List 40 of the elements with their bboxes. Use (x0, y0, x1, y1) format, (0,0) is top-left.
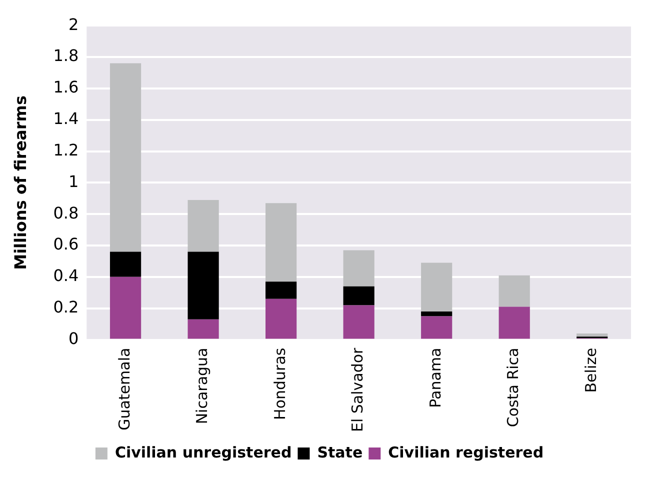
y-tick-label: 0.6 (53, 234, 79, 254)
bar (343, 250, 374, 286)
x-tick-label: Honduras (270, 348, 289, 420)
x-tick-label: Belize (582, 348, 600, 393)
x-tick-label: Nicaragua (193, 348, 212, 424)
x-tick-label: Costa Rica (504, 348, 522, 428)
y-tick-label: 1.2 (53, 140, 79, 160)
bar (498, 275, 530, 307)
bar (110, 276, 142, 339)
bar (110, 63, 142, 252)
bar (188, 319, 219, 339)
legend-label: Civilian registered (388, 443, 544, 462)
bar (110, 252, 142, 277)
bar (266, 282, 297, 299)
legend-label: State (317, 443, 363, 462)
y-tick-label: 1.8 (53, 46, 79, 66)
bar (576, 333, 608, 337)
y-tick-label: 0.8 (53, 203, 79, 222)
bar (421, 311, 452, 316)
y-tick-label: 0.4 (53, 266, 79, 286)
x-tick-label: Guatemala (115, 348, 134, 430)
x-tick-label: Panama (426, 348, 444, 408)
bar (266, 298, 297, 339)
x-tick-label: El Salvador (348, 346, 367, 432)
bar (498, 306, 530, 339)
legend-label: Civilian unregistered (114, 443, 292, 462)
bar (421, 316, 452, 339)
y-tick-label: 2 (68, 14, 79, 34)
y-tick-label: 1.6 (53, 78, 79, 97)
bar (421, 262, 452, 312)
y-tick-label: 1 (68, 172, 79, 191)
bar (266, 203, 297, 282)
y-tick-label: 1.4 (53, 109, 79, 128)
bar (188, 200, 219, 252)
y-axis-title: Millions of firearms (10, 96, 30, 270)
y-tick-label: 0 (68, 328, 79, 348)
y-tick-label: 0.2 (53, 298, 79, 317)
bar (343, 305, 374, 339)
bar (188, 252, 219, 320)
bar (343, 286, 374, 306)
